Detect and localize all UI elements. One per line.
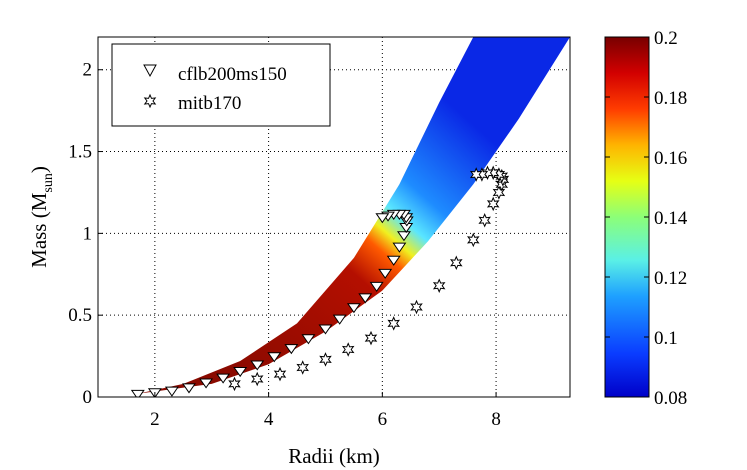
- data-point: [469, 167, 483, 182]
- data-point: [375, 213, 390, 224]
- data-point: [341, 342, 355, 357]
- colorbar-tick-label: 0.12: [654, 268, 687, 289]
- data-point: [332, 314, 347, 325]
- colorbar-tick-label: 0.18: [654, 88, 687, 109]
- colorbar: [604, 36, 650, 398]
- legend-marker-hexagram: [143, 93, 157, 109]
- series-mitb170: [228, 165, 510, 392]
- data-point: [228, 376, 241, 392]
- data-point: [199, 378, 214, 389]
- legend-marker-triangle: [143, 64, 157, 78]
- data-point: [301, 334, 316, 345]
- colorbar-tick-label: 0.1: [654, 328, 678, 349]
- x-tick-label: 6: [378, 409, 388, 430]
- data-point: [410, 299, 423, 315]
- data-point: [130, 389, 145, 397]
- color-band: [137, 37, 570, 394]
- data-point: [386, 255, 401, 266]
- x-tick-label: 8: [491, 409, 501, 430]
- data-point: [358, 293, 373, 304]
- legend: cflb200ms150 mitb170: [111, 43, 331, 127]
- x-tick-label: 2: [150, 409, 160, 430]
- y-tick-label: 1: [83, 223, 93, 244]
- data-point: [250, 360, 265, 371]
- colorbar-tick-label: 0.08: [654, 388, 687, 409]
- data-point: [319, 352, 332, 367]
- x-tick-label: 4: [264, 409, 274, 430]
- data-point: [492, 185, 506, 200]
- data-point: [216, 373, 231, 384]
- legend-label-cflb200ms150: cflb200ms150: [178, 64, 287, 85]
- data-point: [369, 281, 384, 293]
- plot-frame: [97, 36, 571, 398]
- data-point: [396, 231, 411, 242]
- data-point: [467, 232, 480, 248]
- y-tick-label: 0: [83, 387, 93, 408]
- data-point: [284, 344, 299, 355]
- data-point: [164, 386, 179, 397]
- y-tick-label: 0.5: [68, 305, 92, 326]
- data-point: [378, 268, 393, 279]
- data-point: [387, 316, 400, 331]
- y-axis-label: Mass (Msun): [27, 166, 56, 268]
- data-point: [432, 278, 446, 293]
- data-point: [182, 383, 196, 394]
- data-point: [296, 360, 309, 375]
- colorbar-tick-label: 0.14: [654, 208, 688, 229]
- data-point: [486, 196, 500, 212]
- colorbar-ticks: 0.08 0.1 0.12 0.14 0.16 0.18 0.2: [605, 28, 688, 409]
- data-point: [250, 371, 264, 387]
- axis-ticks: 2 4 6 8 0 0.5 1 1.5 2: [68, 60, 501, 430]
- data-point: [233, 367, 248, 378]
- data-point: [267, 352, 282, 363]
- y-tick-label: 2: [83, 60, 93, 81]
- colorbar-tick-label: 0.2: [654, 28, 678, 49]
- legend-box: [111, 43, 331, 127]
- data-point: [450, 255, 463, 271]
- x-axis-label: Radii (km): [288, 444, 380, 468]
- data-point: [364, 330, 378, 346]
- colorbar-tick-label: 0.16: [654, 148, 687, 169]
- data-point: [392, 242, 407, 253]
- series-cflb200ms150: [130, 209, 414, 397]
- data-point: [346, 303, 361, 314]
- data-point: [478, 213, 491, 228]
- legend-label-mitb170: mitb170: [178, 93, 241, 114]
- y-tick-label: 1.5: [68, 142, 92, 163]
- data-point: [318, 324, 333, 335]
- data-point: [273, 366, 287, 382]
